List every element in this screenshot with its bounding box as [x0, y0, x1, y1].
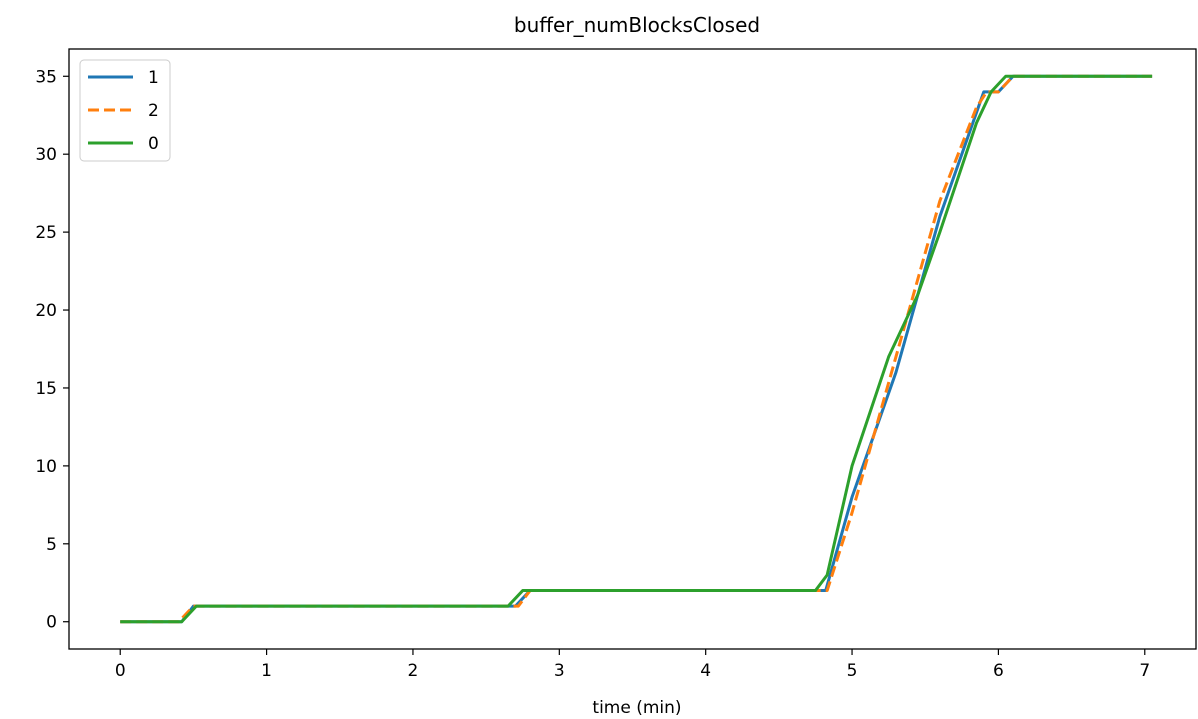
x-axis-ticks: 0 1 2 3 4 5 6 7: [115, 649, 1150, 681]
legend-label-0: 0: [148, 134, 159, 154]
x-tick-label: 1: [261, 661, 272, 681]
series-line-0: [120, 74, 1153, 624]
x-tick-label: 0: [115, 661, 126, 681]
y-tick-label: 15: [35, 379, 57, 399]
plot-lines: [120, 74, 1153, 624]
axes-frame: [68, 48, 1197, 650]
y-tick-label: 30: [35, 145, 57, 165]
legend-label-2: 2: [148, 101, 159, 121]
x-axis-label: time (min): [592, 698, 681, 718]
x-tick-label: 5: [847, 661, 858, 681]
y-tick-label: 35: [35, 67, 57, 87]
x-tick-label: 3: [554, 661, 565, 681]
chart-title: buffer_numBlocksClosed: [514, 13, 760, 37]
y-tick-label: 25: [35, 223, 57, 243]
x-tick-label: 6: [993, 661, 1004, 681]
y-tick-label: 5: [46, 535, 57, 555]
y-tick-label: 0: [46, 613, 57, 633]
series-line-1: [120, 74, 1153, 624]
x-tick-label: 4: [700, 661, 711, 681]
legend-label-1: 1: [148, 68, 159, 88]
y-tick-label: 10: [35, 457, 57, 477]
x-tick-label: 2: [408, 661, 419, 681]
series-line-2: [120, 74, 1153, 624]
legend: 1 2 0: [79, 59, 171, 162]
y-axis-ticks: 0 5 10 15 20 25 30 35: [35, 67, 69, 633]
y-tick-label: 20: [35, 301, 57, 321]
x-tick-label: 7: [1139, 661, 1150, 681]
